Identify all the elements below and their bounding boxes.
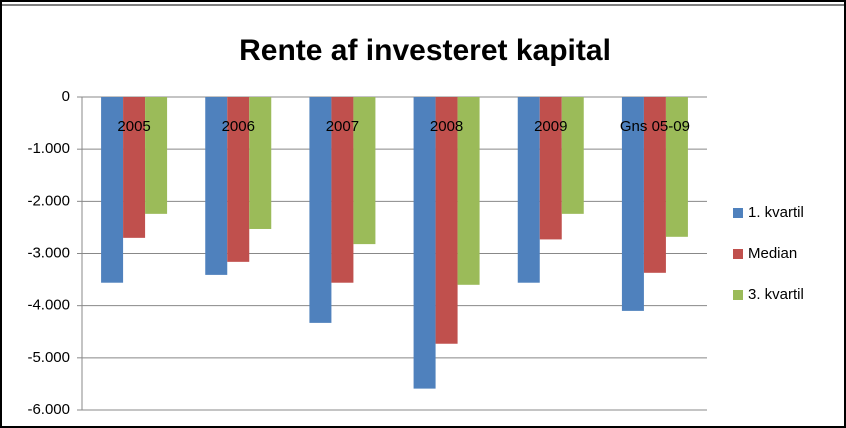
bar — [539, 97, 562, 240]
x-tick-label: 2007 — [326, 118, 359, 135]
y-tick-label: 0 — [62, 88, 70, 105]
x-tick-label: 2005 — [117, 118, 150, 135]
y-tick-label: -2.000 — [27, 192, 70, 209]
bar — [643, 97, 666, 273]
bar — [123, 97, 146, 238]
x-tick-label: Gns 05-09 — [620, 118, 690, 135]
bar — [145, 97, 168, 214]
legend-label: 1. kvartil — [748, 204, 804, 221]
y-tick-label: -4.000 — [27, 297, 70, 314]
bar — [205, 97, 228, 275]
bar — [227, 97, 250, 262]
y-tick-label: -3.000 — [27, 244, 70, 261]
y-tick-label: -6.000 — [27, 401, 70, 418]
x-tick-label: 2008 — [430, 118, 463, 135]
legend-swatch — [733, 290, 743, 300]
legend-label: 3. kvartil — [748, 286, 804, 303]
y-tick-label: -5.000 — [27, 349, 70, 366]
legend-swatch — [733, 208, 743, 218]
x-tick-label: 2006 — [222, 118, 255, 135]
bar — [353, 97, 376, 245]
chart-title: Rente af investeret kapital — [239, 34, 611, 67]
bar — [309, 97, 332, 323]
y-tick-label: -1.000 — [27, 140, 70, 157]
bar — [101, 97, 124, 283]
bar — [457, 97, 480, 285]
bar — [249, 97, 272, 229]
x-tick-label: 2009 — [534, 118, 567, 135]
bar — [331, 97, 354, 283]
legend-label: Median — [748, 245, 797, 262]
bar — [413, 97, 436, 389]
bar — [561, 97, 584, 214]
bar — [665, 97, 688, 237]
bar — [621, 97, 644, 311]
legend-swatch — [733, 249, 743, 259]
bar — [435, 97, 458, 344]
bar — [517, 97, 540, 283]
